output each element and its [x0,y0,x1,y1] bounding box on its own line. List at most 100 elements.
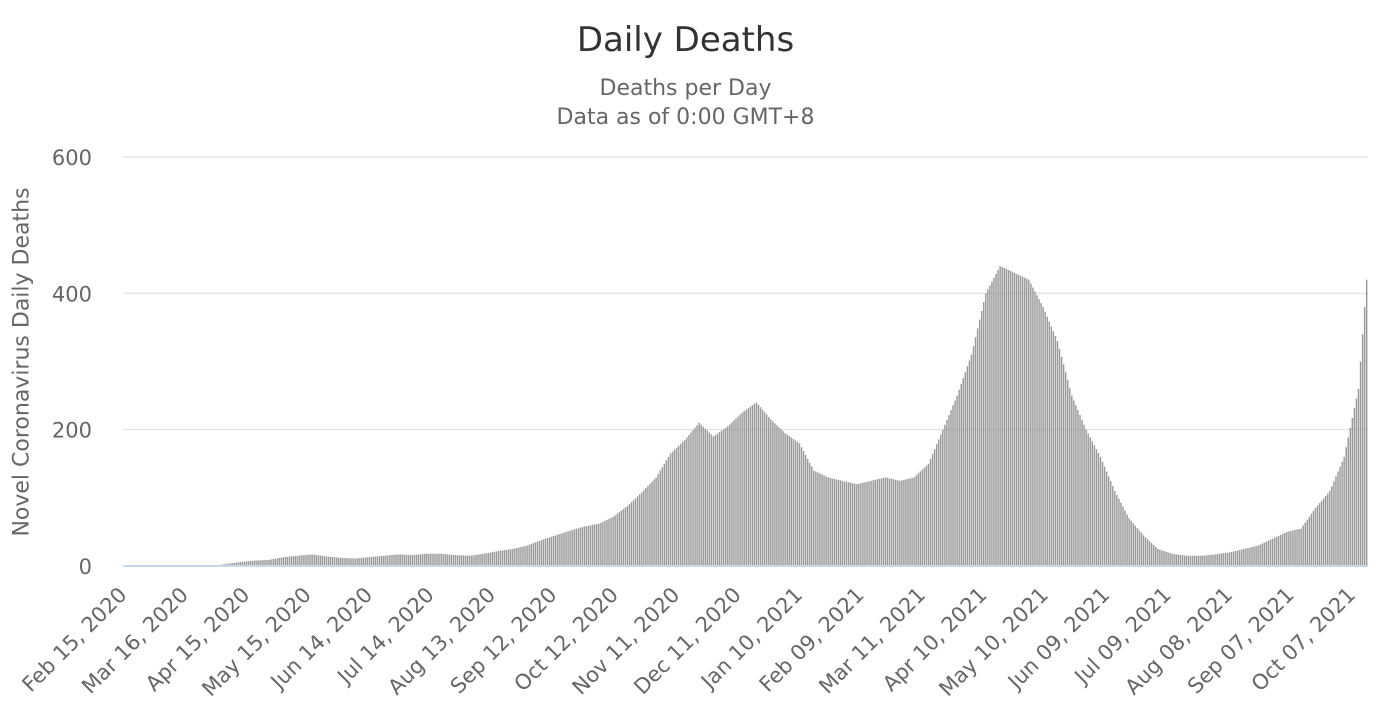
bar [901,480,903,566]
bar [878,478,881,566]
bar [944,424,946,566]
bar [788,435,790,566]
bar [1329,491,1331,566]
bar [909,478,911,566]
bar [299,555,301,566]
bar [972,345,975,566]
bar [940,434,942,566]
bar [485,553,487,566]
bar [381,555,383,566]
bar [952,405,954,566]
bar [426,553,428,566]
bar [581,527,584,566]
bar [1304,522,1306,566]
bar [630,502,633,566]
bar [1349,427,1352,566]
bar [925,465,928,566]
bar [917,473,919,566]
bar [305,554,307,566]
bar [778,427,780,566]
bar [1046,316,1048,566]
bar [288,556,291,566]
bar [671,451,674,566]
bar [1288,531,1290,566]
bar [905,479,907,566]
bar [530,543,532,566]
bar [626,506,629,566]
bar [499,550,502,566]
bar [610,517,612,566]
bar [577,528,580,566]
bar [1032,287,1034,566]
bar [964,372,967,566]
bar [1132,523,1134,566]
bar [655,477,657,566]
bar [573,529,575,566]
bar [1083,424,1085,566]
bar [1238,549,1241,566]
bar [467,555,469,566]
bar [1365,279,1368,566]
bar [587,525,590,566]
bar [1294,529,1296,566]
bar [653,479,655,566]
bar [1241,549,1243,566]
bar [931,454,934,566]
bar [919,471,922,566]
chart-title: Daily Deaths [576,20,795,60]
bar [505,549,508,566]
bar [1173,554,1175,566]
subtitle-line-2: Data as of 0:00 GMT+8 [556,105,815,130]
bar [348,558,350,566]
bar [1267,540,1270,566]
bar [892,479,895,566]
bar [976,328,979,566]
bar [245,561,248,566]
bar [239,561,242,566]
bar [389,555,391,566]
bar [421,554,424,566]
bar [894,479,897,566]
bar [409,554,412,566]
bar [1191,555,1194,566]
bar [811,466,813,566]
bar [1007,269,1010,566]
bar [1011,271,1014,566]
x-tick-label: Dec 11, 2020 [629,583,746,700]
bar [1345,447,1347,566]
bar [1208,554,1210,566]
bar [1030,283,1032,566]
bar [1171,553,1173,566]
bar [929,458,932,566]
bar [364,557,367,566]
bar [1073,400,1075,566]
bar [684,439,686,566]
bar [735,418,737,566]
bar [696,425,698,566]
bar [538,540,541,566]
bar [297,555,299,566]
bar [669,453,672,566]
bar [845,481,848,566]
bar [749,406,752,566]
bar [589,525,592,566]
bar [1042,306,1044,566]
bar [628,504,631,566]
bar [417,554,420,566]
bar [673,449,676,566]
bar [835,479,838,566]
bar [229,563,231,566]
bar [1140,532,1143,566]
bar [1284,532,1286,566]
bar [1089,437,1091,566]
bar [303,555,305,566]
bar [1324,495,1327,566]
bar [1273,537,1276,566]
bar [1124,510,1126,566]
bar [1097,453,1100,566]
bar [657,473,659,566]
bar [1189,555,1192,566]
bar [315,554,317,566]
bar [935,444,938,566]
